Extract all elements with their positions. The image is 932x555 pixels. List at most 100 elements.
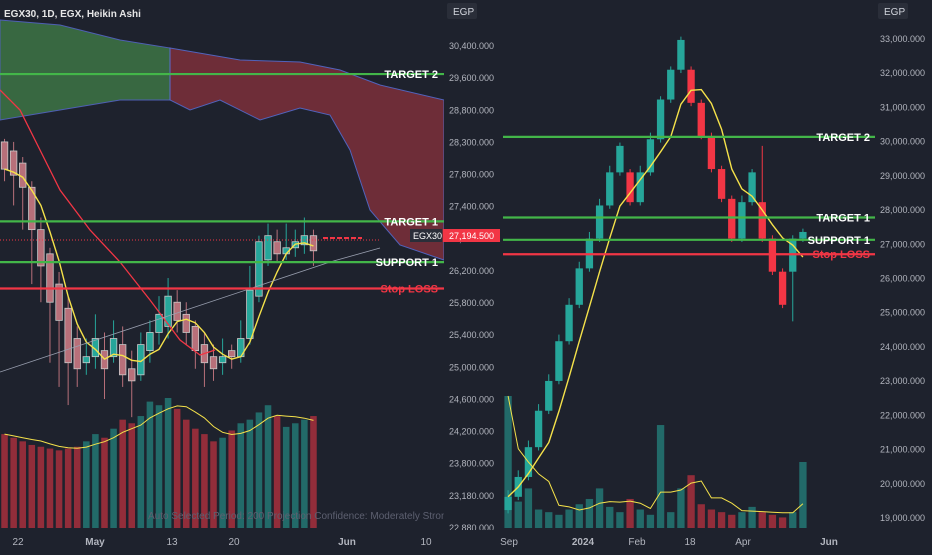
- price-tick-label: 26,200.000: [449, 266, 494, 276]
- r-volume-bar: [606, 506, 614, 528]
- r-volume-bar: [758, 512, 766, 528]
- r-volume-bar: [728, 514, 736, 528]
- price-tick-label: 28,000.000: [880, 205, 925, 215]
- l-volume-bar: [128, 423, 136, 528]
- l-candle: [309, 235, 318, 252]
- l-volume-bar: [73, 446, 81, 528]
- l-candle: [9, 150, 18, 176]
- r-candle: [799, 231, 807, 239]
- r-candle: [626, 172, 634, 203]
- r-candle: [687, 69, 695, 103]
- l-candle: [155, 313, 163, 333]
- price-tick-label: 30,000.000: [880, 137, 925, 147]
- l-volume-bar: [37, 446, 45, 528]
- l-volume-bar: [264, 405, 272, 528]
- l-volume-bar: [146, 401, 154, 528]
- price-tick-label: 31,000.000: [880, 102, 925, 112]
- l-volume-bar: [246, 419, 254, 528]
- r-volume-bar: [768, 514, 777, 528]
- r-volume-bar: [626, 498, 634, 528]
- right-scale-title-box: [878, 3, 908, 19]
- l-volume-bar: [292, 423, 299, 528]
- l-volume-bar: [228, 430, 235, 528]
- l-volume-bar: [173, 408, 181, 528]
- r-volume-bar: [789, 512, 797, 528]
- r-candle: [707, 135, 716, 170]
- l-volume-bar: [237, 423, 245, 528]
- ticker-tag-box: [410, 229, 442, 242]
- price-tick-label: 26,000.000: [880, 274, 925, 284]
- l-volume-bar: [210, 441, 217, 528]
- ticker-tag: EGX30: [413, 231, 442, 241]
- left-price-scale: [444, 0, 500, 550]
- r-volume-bar: [697, 504, 705, 528]
- l-candle: [300, 235, 309, 246]
- r-volume-bar: [524, 488, 533, 528]
- r-candle: [646, 139, 655, 173]
- r-volume-bar: [545, 512, 553, 528]
- price-tick-label: 24,600.000: [449, 394, 494, 404]
- price-tick-label: 33,000.000: [880, 34, 925, 44]
- price-tick-label: 19,000.000: [880, 513, 925, 523]
- time-tick-label: 20: [228, 537, 240, 548]
- price-tick-label: 22,000.000: [880, 410, 925, 420]
- r-volume-bar: [504, 396, 512, 528]
- l-volume-bar: [101, 437, 108, 528]
- right-price-ticks: 33,000.000 32,000.000 31,000.000 30,000.000…: [880, 34, 925, 523]
- l-volume-bar: [310, 416, 317, 528]
- r-volume-bar: [656, 425, 665, 528]
- l-volume-bar: [1, 434, 8, 528]
- l-volume-average: [4, 405, 314, 449]
- r-volume-bar: [799, 462, 807, 528]
- l-candle: [273, 241, 281, 255]
- l-candle: [173, 301, 181, 321]
- r-volume-bar: [595, 488, 604, 528]
- left-scale-title-box: [447, 3, 477, 19]
- r-volume-bar: [585, 498, 594, 528]
- r-volume-bar: [575, 504, 583, 528]
- l-candle: [118, 344, 127, 376]
- l-volume-bar: [201, 434, 208, 528]
- right-indicator-lines: [507, 88, 804, 514]
- r-volume-bar: [717, 512, 726, 528]
- price-tick-label: 23,000.000: [880, 376, 925, 386]
- price-tick-label: 28,800.000: [449, 105, 494, 115]
- r-candle: [667, 69, 675, 100]
- r-volume-bar: [738, 512, 746, 528]
- r-candle: [575, 268, 583, 305]
- price-tick-label: 29,000.000: [880, 171, 925, 181]
- l-volume-bar: [219, 437, 226, 528]
- l-candle: [191, 326, 200, 352]
- current-price-box: [443, 229, 500, 242]
- r-candle: [636, 172, 644, 203]
- left-volume-bars: [1, 398, 317, 528]
- r-level-label: Stop LOSS: [813, 249, 870, 261]
- left-lagging-line: [0, 89, 216, 356]
- r-volume-bar: [514, 501, 522, 528]
- r-volume-bar: [616, 512, 624, 528]
- l-volume-bar: [19, 441, 26, 528]
- l-candle: [264, 235, 272, 261]
- r-candle: [606, 172, 614, 206]
- r-candle: [697, 102, 705, 136]
- l-level-label: SUPPORT 1: [376, 257, 438, 269]
- price-tick-label: 23,800.000: [449, 459, 494, 469]
- time-tick-label: 10: [420, 537, 432, 548]
- l-candle: [82, 356, 90, 364]
- r-volume-bar: [748, 506, 756, 528]
- l-candle: [0, 141, 9, 170]
- r-volume-bar: [636, 509, 644, 528]
- l-candle: [55, 283, 63, 321]
- r-average-line: [507, 88, 804, 498]
- l-volume-bar: [164, 398, 172, 528]
- time-tick-label: Jun: [820, 537, 838, 548]
- l-candle: [255, 241, 263, 297]
- l-volume-bar: [83, 441, 90, 528]
- l-volume-bar: [182, 419, 190, 528]
- r-volume-bar: [677, 488, 685, 528]
- l-candle: [73, 338, 81, 370]
- l-volume-bar: [301, 419, 308, 528]
- price-tick-label: 27,400.000: [449, 202, 494, 212]
- r-level-label: TARGET 2: [816, 132, 870, 144]
